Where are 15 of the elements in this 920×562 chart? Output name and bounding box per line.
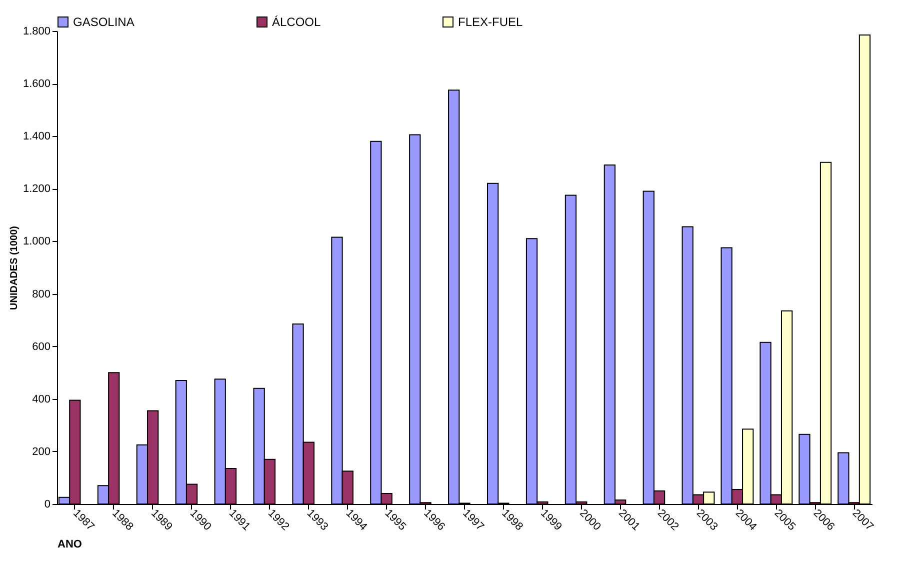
y-tick-label: 0 — [44, 498, 50, 510]
y-tick-label: 1.800 — [22, 26, 50, 38]
x-axis-title: ANO — [58, 538, 82, 550]
y-tick-label: 1.000 — [22, 236, 50, 248]
y-axis-title: UNIDADES (1000) — [8, 226, 20, 310]
legend-label: GASOLINA — [73, 15, 134, 29]
y-tick-label: 1.200 — [22, 183, 50, 196]
y-tick-label: 1.600 — [22, 78, 50, 90]
y-tick-label: 200 — [32, 446, 50, 458]
legend-label: ÁLCOOL — [272, 15, 322, 29]
y-tick-label: 400 — [32, 393, 50, 406]
y-tick-label: 800 — [32, 288, 50, 300]
y-tick-label: 600 — [32, 340, 50, 353]
y-tick-label: 1.400 — [22, 130, 50, 143]
legend-label: FLEX-FUEL — [458, 15, 524, 29]
